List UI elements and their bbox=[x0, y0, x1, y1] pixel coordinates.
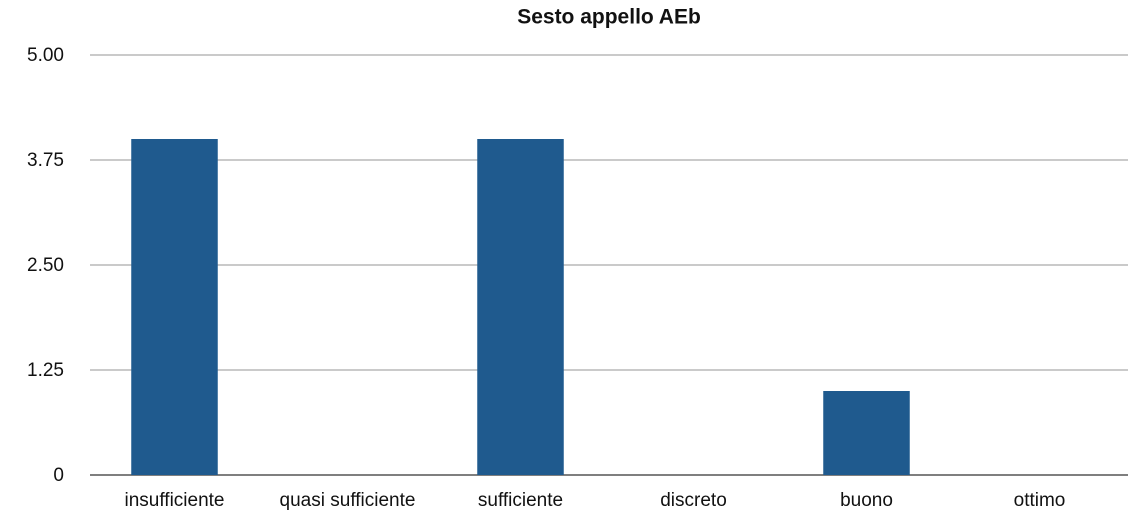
x-tick-label: quasi sufficiente bbox=[280, 490, 416, 511]
x-tick-label: discreto bbox=[660, 490, 727, 511]
bar bbox=[823, 391, 910, 475]
y-tick-label: 0 bbox=[53, 465, 64, 486]
chart-title: Sesto appello AEb bbox=[517, 6, 701, 29]
y-tick-label: 1.25 bbox=[27, 360, 64, 381]
y-tick-label: 5.00 bbox=[27, 45, 64, 66]
x-tick-label: buono bbox=[840, 490, 893, 511]
x-tick-label: ottimo bbox=[1014, 490, 1066, 511]
x-tick-label: sufficiente bbox=[478, 490, 563, 511]
bar bbox=[131, 139, 218, 475]
y-tick-label: 3.75 bbox=[27, 150, 64, 171]
y-tick-label: 2.50 bbox=[27, 255, 64, 276]
x-tick-label: insufficiente bbox=[125, 490, 225, 511]
bar bbox=[477, 139, 564, 475]
